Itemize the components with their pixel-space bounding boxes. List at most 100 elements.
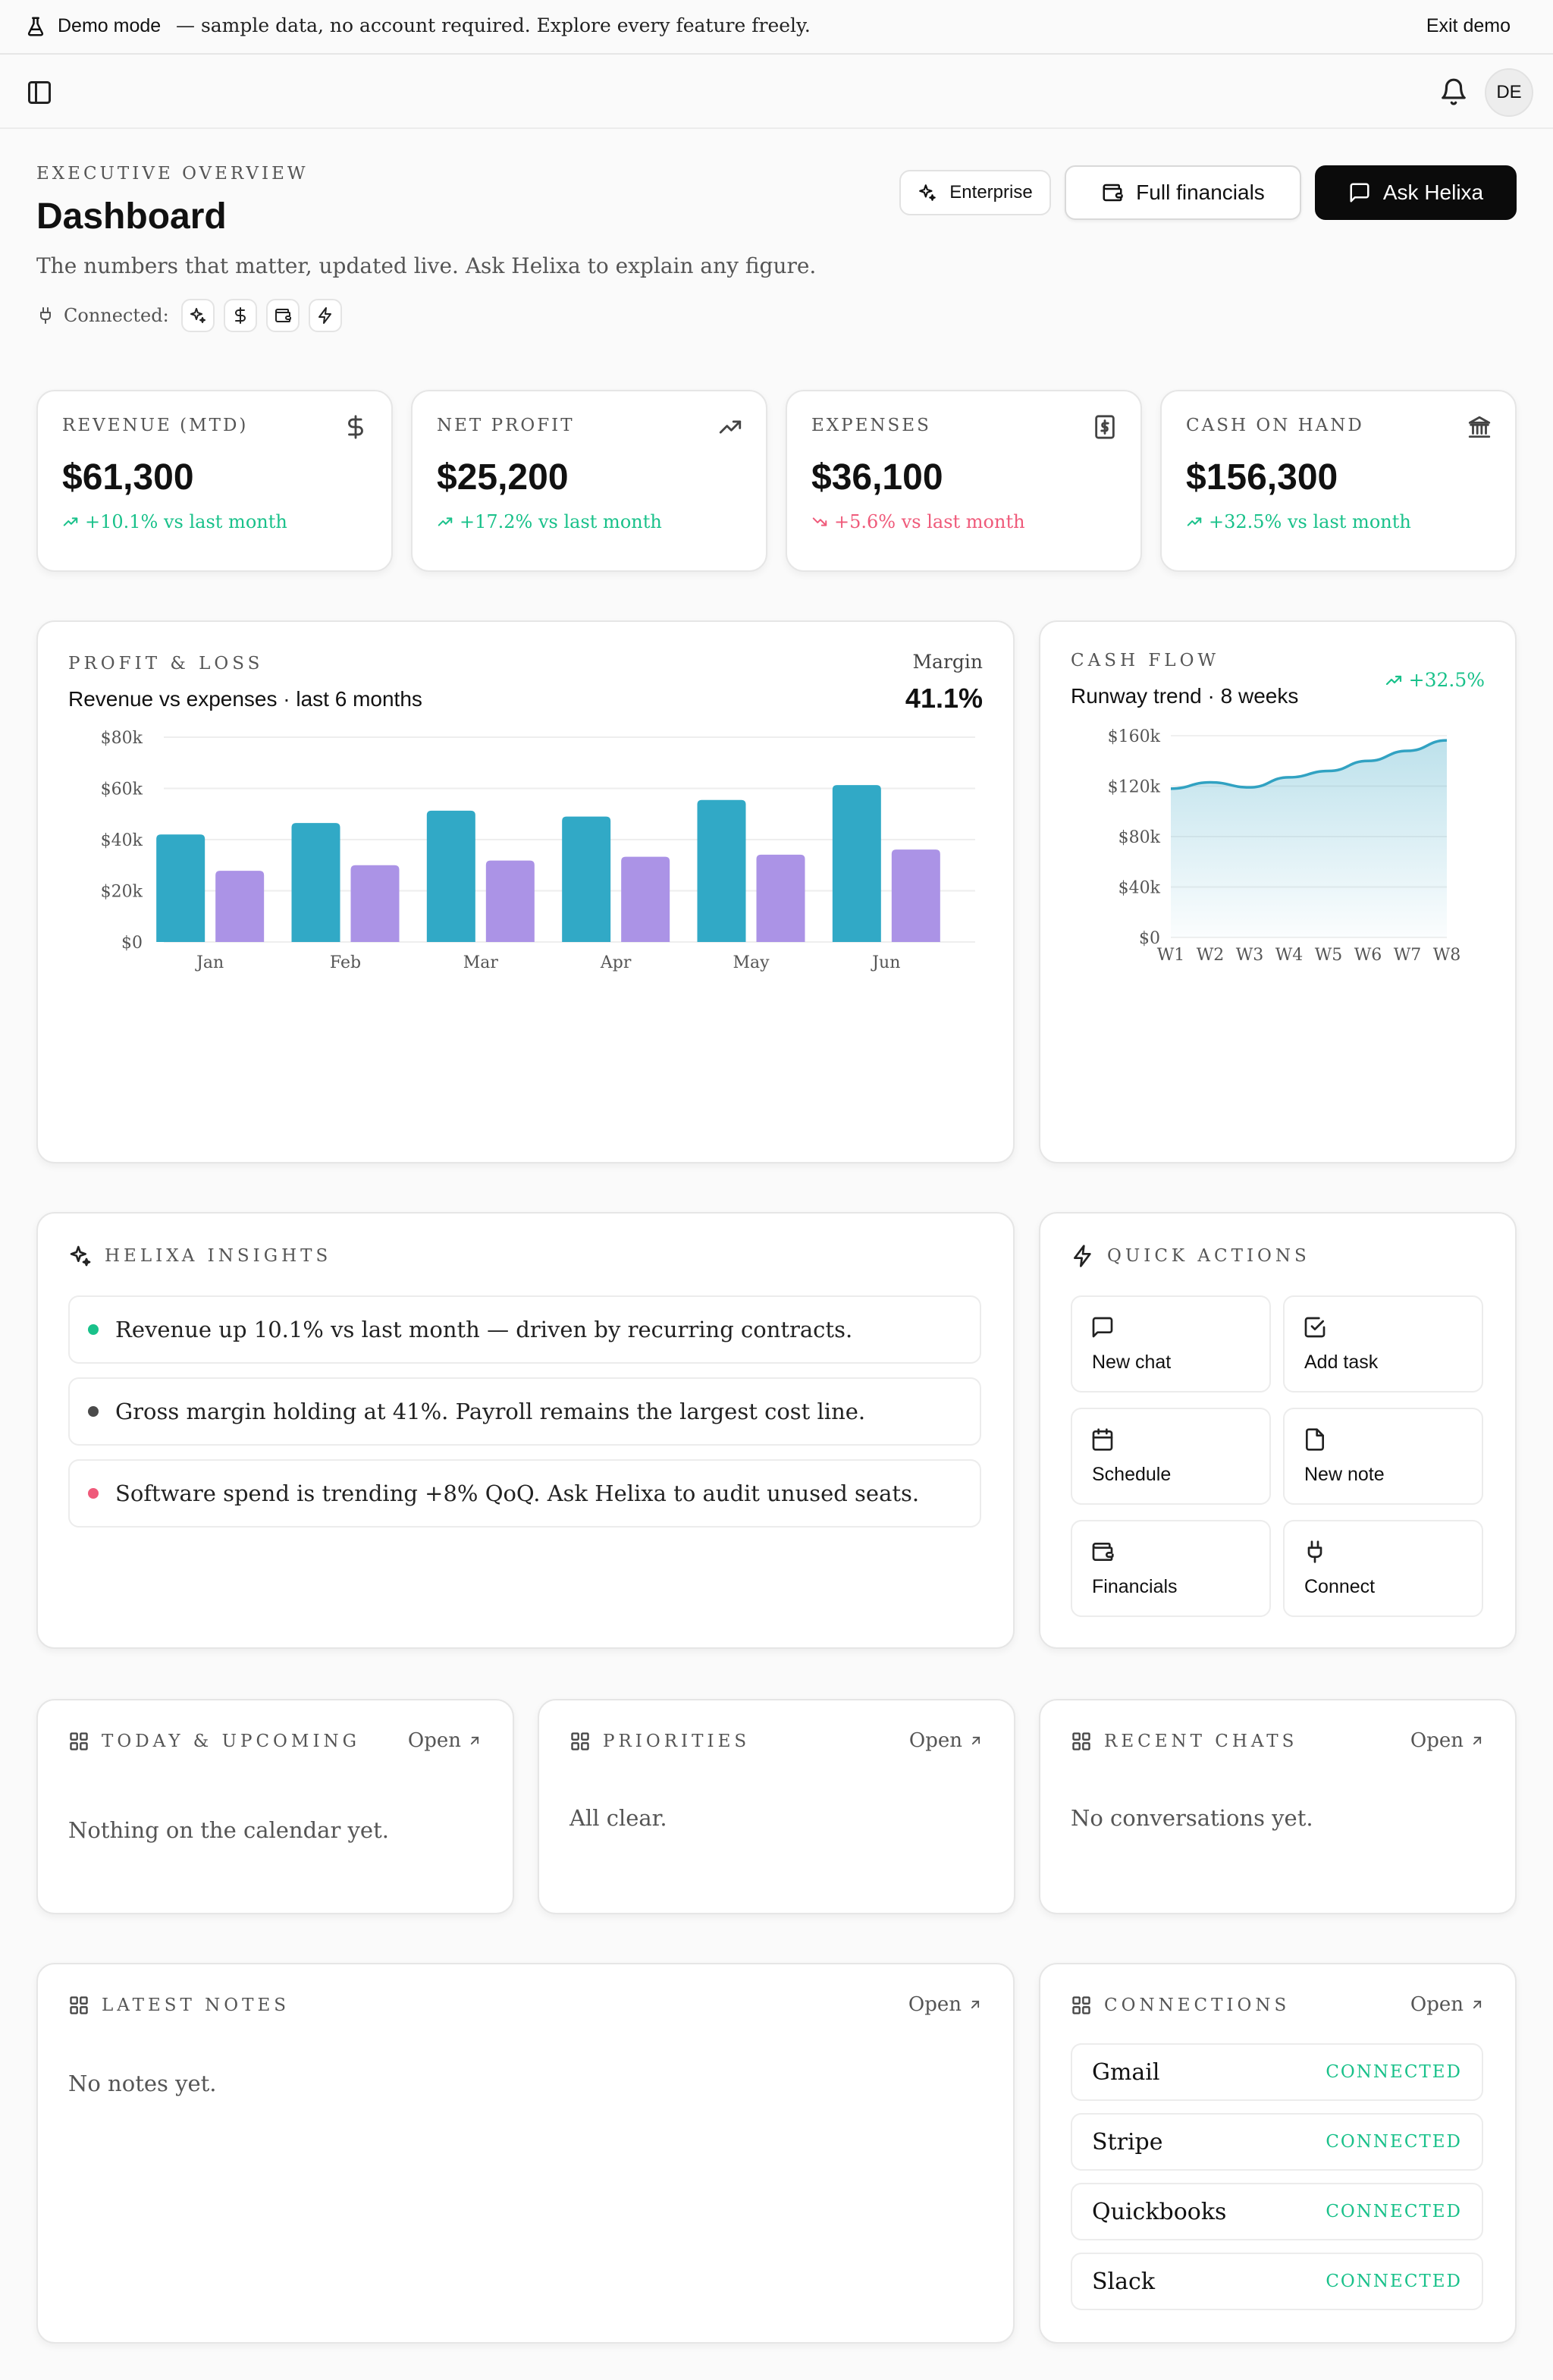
- connection-name: Slack: [1092, 2268, 1156, 2295]
- quick-action-new-chat[interactable]: New chat: [1071, 1295, 1271, 1393]
- insight-item[interactable]: Gross margin holding at 41%. Payroll rem…: [68, 1377, 981, 1446]
- kpi-delta-text: +32.5% vs last month: [1209, 511, 1411, 532]
- kpi-value: $25,200: [437, 457, 569, 498]
- kpi-delta-text: +5.6% vs last month: [834, 511, 1025, 532]
- connections-header: CONNECTIONS: [1071, 1995, 1290, 2016]
- connection-status-badge: CONNECTED: [1326, 2272, 1462, 2291]
- zap-icon: [318, 307, 331, 324]
- y-tick-label: $160k: [1108, 728, 1161, 746]
- flask-icon: [27, 17, 44, 36]
- insight-item[interactable]: Software spend is trending +8% QoQ. Ask …: [68, 1459, 981, 1528]
- recent-chats-open-link[interactable]: Open: [1410, 1729, 1485, 1752]
- receipt-icon: [1095, 415, 1115, 439]
- connected-row: Connected:: [36, 299, 342, 332]
- quick-action-connect[interactable]: Connect: [1283, 1520, 1483, 1617]
- message-icon: [1092, 1317, 1113, 1338]
- cashflow-delta: +32.5%: [1385, 669, 1485, 691]
- open-label: Open: [908, 1729, 962, 1752]
- x-tick-label: W6: [1354, 946, 1382, 965]
- latest-notes-open-link[interactable]: Open: [908, 1993, 983, 2016]
- priorities-open-link[interactable]: Open: [909, 1729, 984, 1752]
- cashflow-area: [1171, 740, 1447, 937]
- connection-row-gmail[interactable]: Gmail CONNECTED: [1071, 2043, 1483, 2101]
- quick-actions-card: QUICK ACTIONS New chat Add task Schedule…: [1039, 1212, 1517, 1649]
- margin-label: Margin: [912, 651, 983, 673]
- trending-up-icon: [63, 517, 78, 526]
- quick-action-add-task[interactable]: Add task: [1283, 1295, 1483, 1393]
- grid-icon: [1072, 1996, 1090, 2014]
- recent-chats-empty-text: No conversations yet.: [1071, 1805, 1313, 1831]
- cash-flow-card: CASH FLOW Runway trend · 8 weeks +32.5% …: [1039, 620, 1517, 1163]
- margin-value: 41.1%: [905, 683, 983, 714]
- full-financials-button[interactable]: Full financials: [1065, 165, 1301, 220]
- avatar[interactable]: DE: [1485, 68, 1533, 117]
- cashflow-label: CASH FLOW: [1071, 651, 1220, 670]
- exit-demo-link[interactable]: Exit demo: [1426, 15, 1511, 36]
- revenue-bar: [697, 799, 746, 942]
- kpi-delta: +5.6% vs last month: [811, 511, 1025, 532]
- today-upcoming-card: TODAY & UPCOMING Open Nothing on the cal…: [36, 1699, 514, 1914]
- y-tick-label: $20k: [101, 883, 143, 902]
- kpi-card-revenue: REVENUE (MTD) $61,300 +10.1% vs last mon…: [36, 390, 393, 572]
- insight-text: Software spend is trending +8% QoQ. Ask …: [115, 1480, 920, 1506]
- enterprise-button[interactable]: Enterprise: [899, 170, 1051, 215]
- connected-zap-chip[interactable]: [308, 299, 342, 332]
- connections-open-link[interactable]: Open: [1410, 1993, 1485, 2016]
- connected-wallet-chip[interactable]: [265, 299, 300, 332]
- trending-up-icon: [1187, 517, 1202, 526]
- connected-sparkles-chip[interactable]: [180, 299, 215, 332]
- quick-action-new-note[interactable]: New note: [1283, 1408, 1483, 1505]
- connected-dollar-chip[interactable]: [223, 299, 257, 332]
- x-tick-label: Mar: [463, 953, 499, 972]
- kpi-value: $36,100: [811, 457, 943, 498]
- connection-row-slack[interactable]: Slack CONNECTED: [1071, 2253, 1483, 2310]
- connections-label: CONNECTIONS: [1104, 1995, 1291, 2015]
- x-tick-label: May: [733, 953, 770, 972]
- y-tick-label: $40k: [1118, 879, 1161, 898]
- plug-icon: [40, 307, 51, 324]
- bank-icon: [1468, 416, 1491, 438]
- arrow-up-right-icon: [1473, 2000, 1482, 2009]
- quick-action-financials[interactable]: Financials: [1071, 1520, 1271, 1617]
- arrow-up-right-icon: [470, 1736, 479, 1745]
- revenue-bar: [291, 823, 340, 942]
- connections-card: CONNECTIONS Open Gmail CONNECTED Stripe …: [1039, 1963, 1517, 2344]
- connection-row-stripe[interactable]: Stripe CONNECTED: [1071, 2113, 1483, 2171]
- kpi-delta-text: +17.2% vs last month: [460, 511, 662, 532]
- ask-helixa-button[interactable]: Ask Helixa: [1315, 165, 1517, 220]
- zap-icon: [1074, 1245, 1091, 1267]
- today-label: TODAY & UPCOMING: [102, 1732, 361, 1751]
- quick-action-label: Schedule: [1092, 1464, 1172, 1485]
- insight-text: Revenue up 10.1% vs last month — driven …: [115, 1317, 853, 1342]
- bell-icon[interactable]: [1439, 77, 1468, 106]
- page-eyebrow: EXECUTIVE OVERVIEW: [36, 164, 309, 184]
- latest-notes-label: LATEST NOTES: [102, 1995, 290, 2015]
- y-tick-label: $40k: [101, 831, 143, 850]
- wallet-icon: [1092, 1543, 1114, 1561]
- trending-up-icon: [1385, 675, 1401, 685]
- insight-item[interactable]: Revenue up 10.1% vs last month — driven …: [68, 1295, 981, 1364]
- cashflow-delta-text: +32.5%: [1408, 669, 1485, 691]
- dollar-icon: [348, 415, 363, 439]
- pnl-subtitle: Revenue vs expenses · last 6 months: [68, 687, 422, 711]
- x-tick-label: W8: [1433, 946, 1461, 965]
- quick-action-label: Add task: [1304, 1352, 1379, 1373]
- sidebar-toggle-icon[interactable]: [26, 79, 53, 106]
- today-open-link[interactable]: Open: [408, 1729, 482, 1752]
- cashflow-line: [1170, 739, 1448, 790]
- arrow-up-right-icon: [971, 1736, 980, 1745]
- quick-action-label: Connect: [1304, 1576, 1376, 1597]
- y-tick-label: $60k: [101, 780, 143, 799]
- priorities-card: PRIORITIES Open All clear.: [538, 1699, 1015, 1914]
- priorities-empty-text: All clear.: [569, 1805, 667, 1831]
- open-label: Open: [407, 1729, 461, 1752]
- y-tick-label: $120k: [1108, 778, 1161, 797]
- quick-action-schedule[interactable]: Schedule: [1071, 1408, 1271, 1505]
- grid-icon: [70, 1996, 88, 2014]
- kpi-delta: +10.1% vs last month: [62, 511, 287, 532]
- trending-up-icon: [438, 517, 453, 526]
- check-square-icon: [1304, 1317, 1326, 1338]
- revenue-bar: [562, 816, 611, 942]
- wallet-icon: [275, 309, 291, 322]
- connection-row-quickbooks[interactable]: Quickbooks CONNECTED: [1071, 2183, 1483, 2240]
